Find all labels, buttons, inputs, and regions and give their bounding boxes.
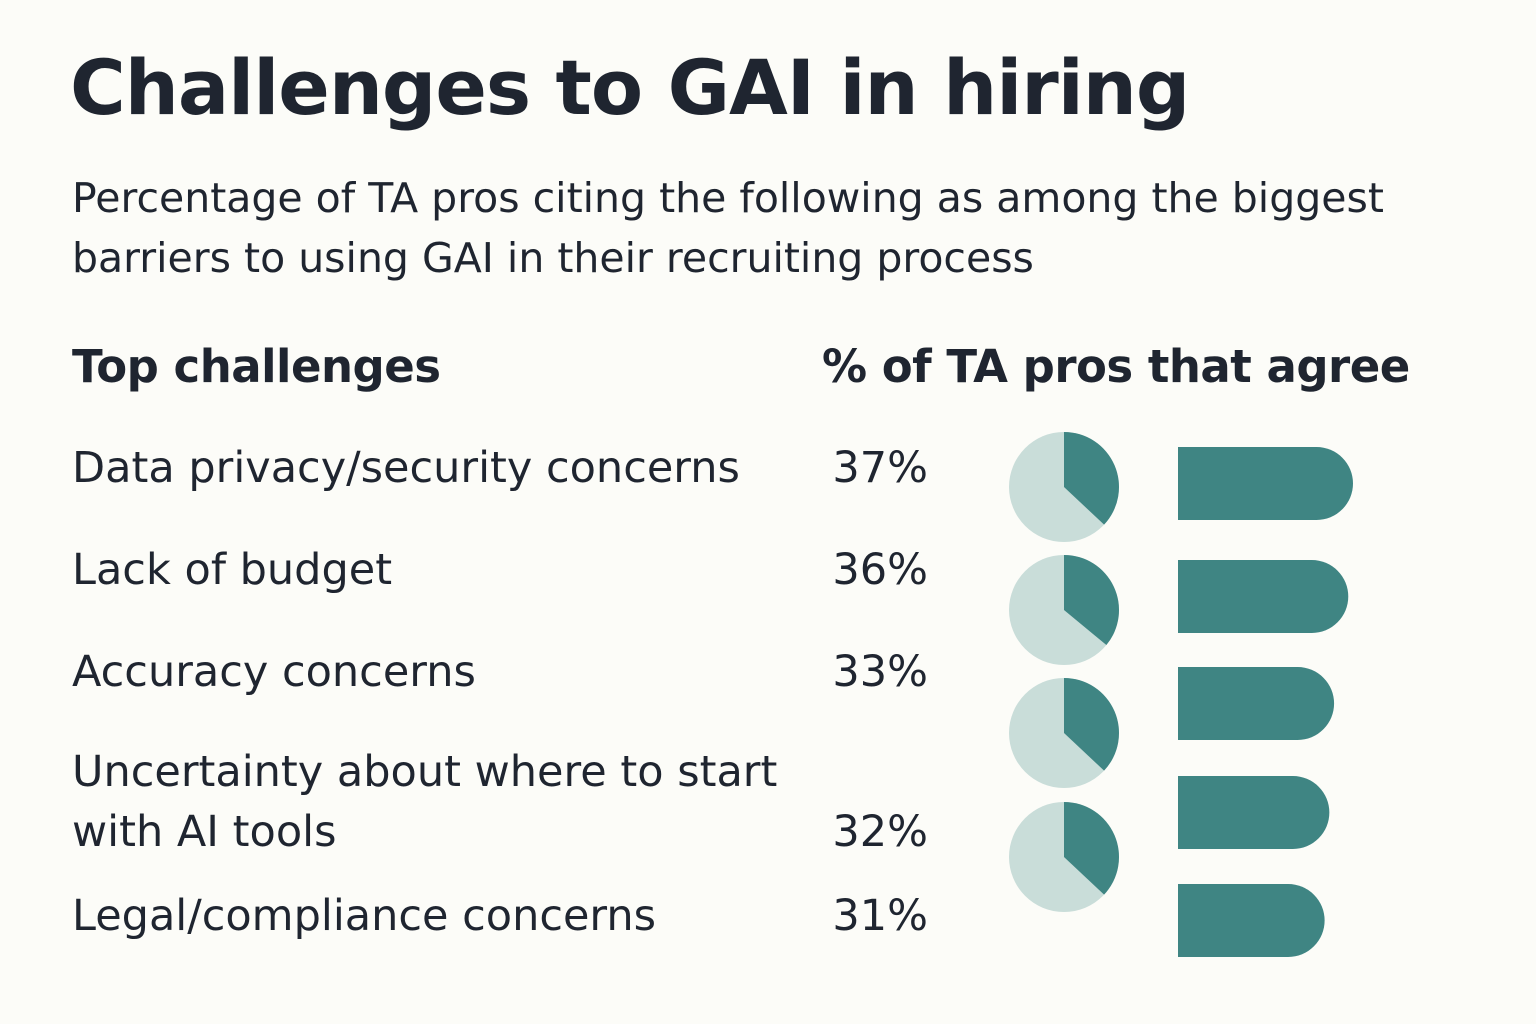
pie-slice bbox=[1064, 555, 1120, 646]
pie-slice bbox=[1064, 432, 1119, 525]
bar bbox=[1178, 667, 1335, 740]
pie-slice bbox=[1064, 802, 1119, 895]
bar bbox=[1178, 560, 1349, 633]
challenge-label: Uncertainty about where to start with AI… bbox=[72, 747, 778, 857]
challenge-label: Data privacy/security concerns bbox=[72, 443, 740, 493]
challenges-column-header: Top challenges bbox=[72, 340, 441, 393]
chart-title: Challenges to GAI in hiring bbox=[70, 43, 1190, 132]
challenge-label: Accuracy concerns bbox=[72, 647, 476, 697]
chart-subtitle: Percentage of TA pros citing the followi… bbox=[72, 174, 1384, 282]
bar bbox=[1178, 884, 1325, 957]
bar bbox=[1178, 447, 1353, 520]
percent-value: 32% bbox=[832, 807, 928, 857]
percent-value: 37% bbox=[832, 443, 928, 493]
challenge-label: Lack of budget bbox=[72, 545, 393, 595]
percent-value: 31% bbox=[832, 891, 928, 941]
bar bbox=[1178, 776, 1330, 849]
challenge-label: Legal/compliance concerns bbox=[72, 891, 657, 941]
percent-value: 36% bbox=[832, 545, 928, 595]
percent-column-header: % of TA pros that agree bbox=[822, 340, 1410, 393]
pie-slice bbox=[1064, 678, 1119, 771]
percent-value: 33% bbox=[832, 647, 928, 697]
